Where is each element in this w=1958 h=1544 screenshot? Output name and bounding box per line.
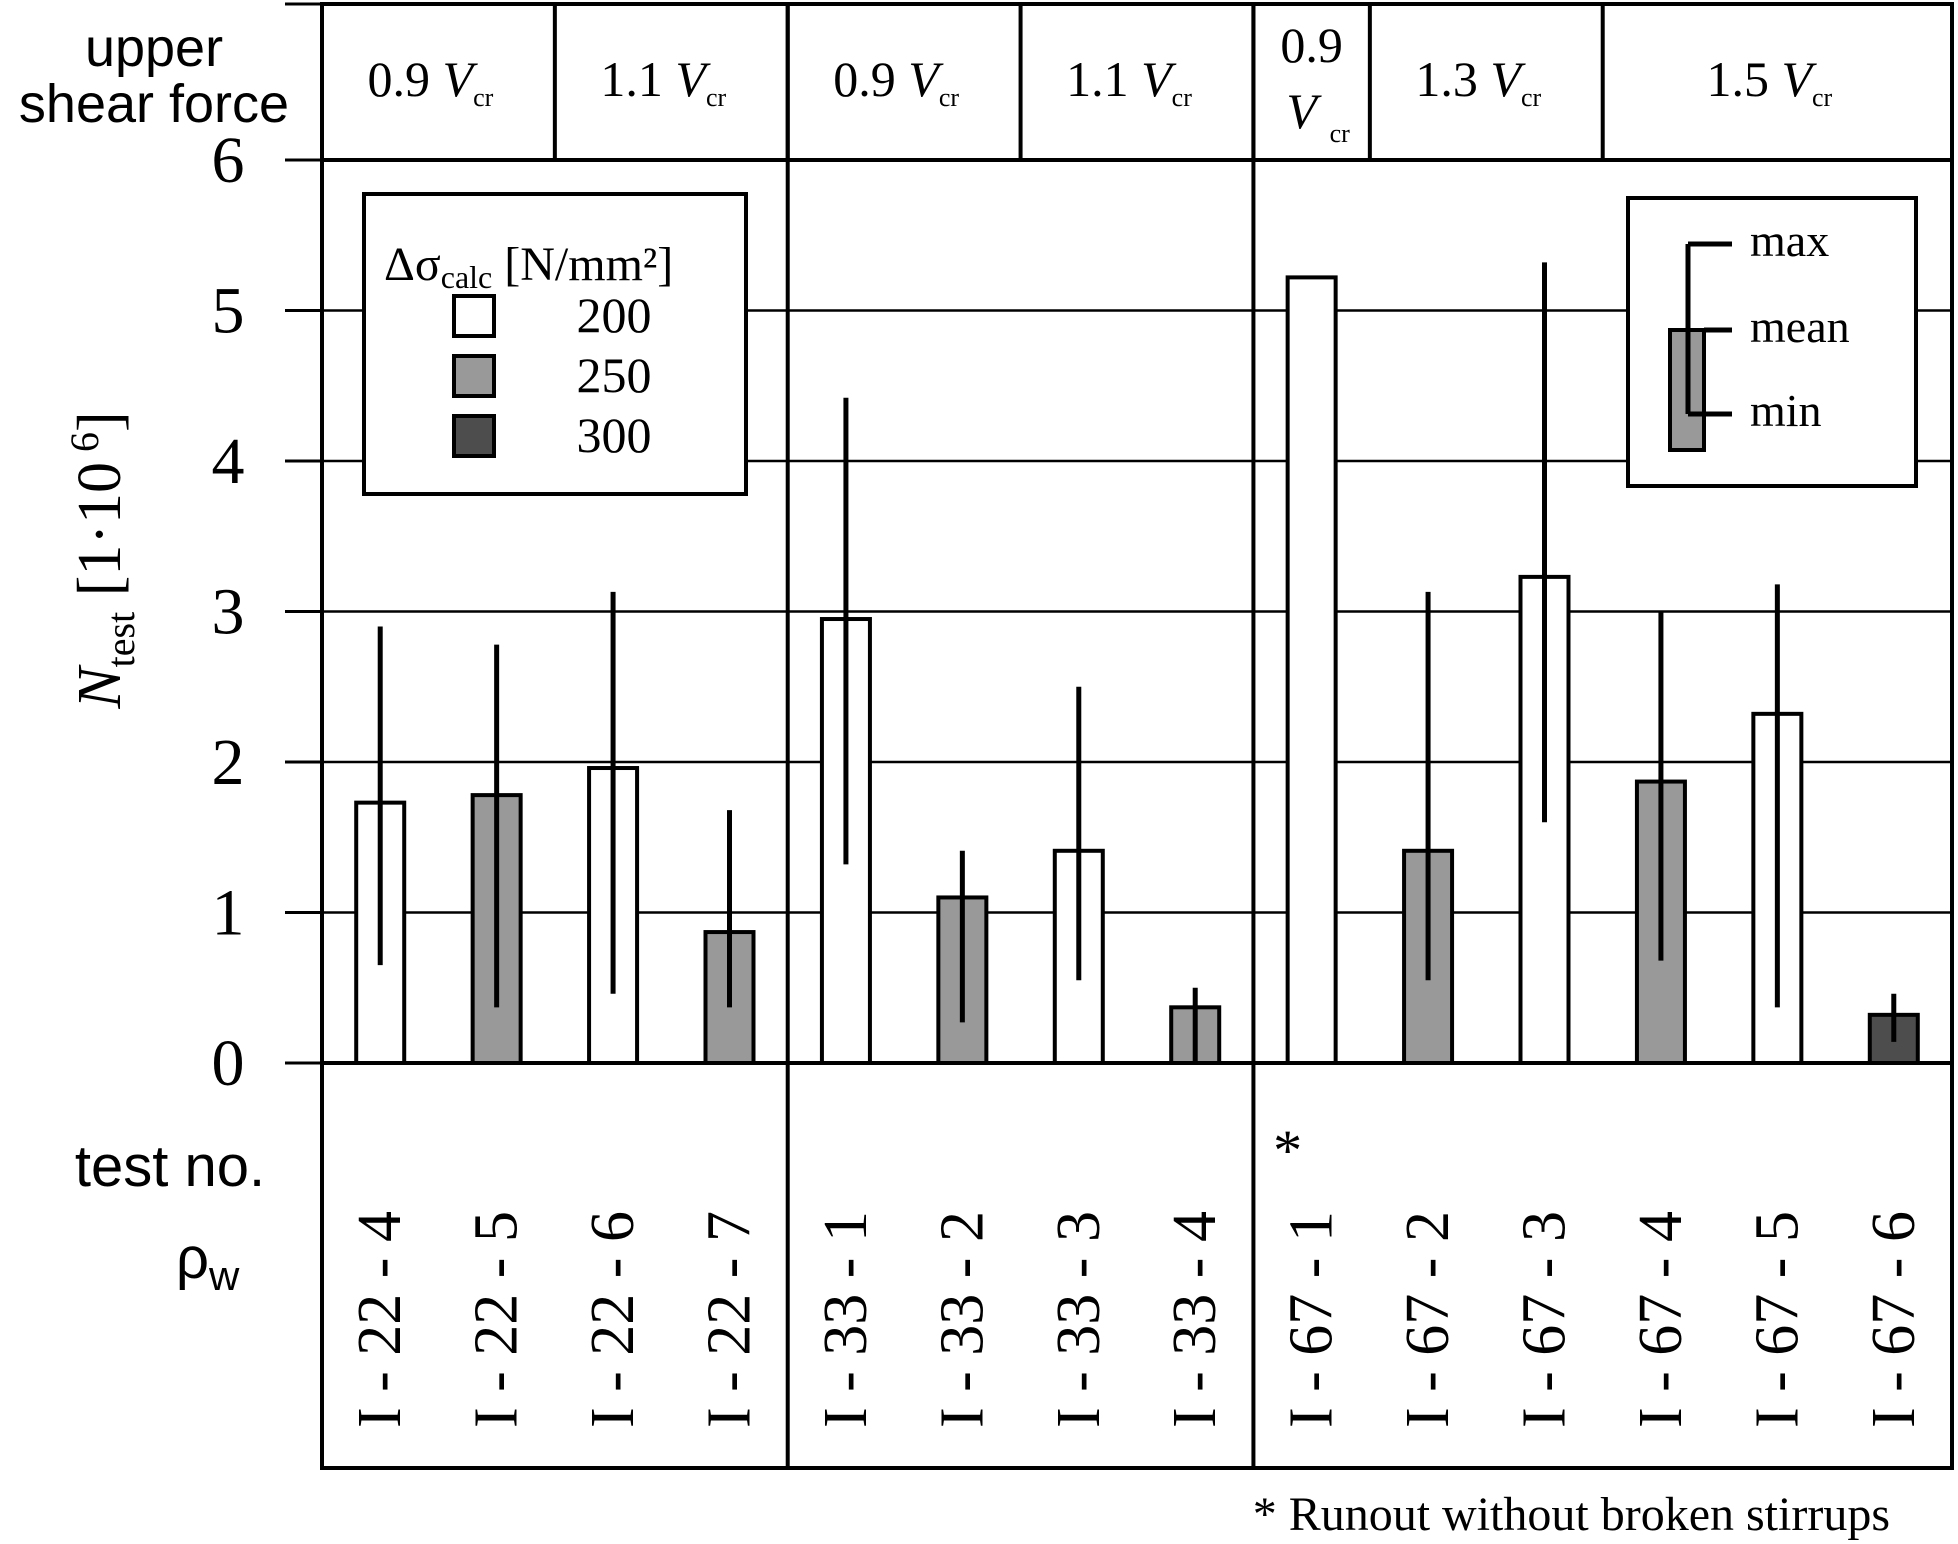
category-label-8: I - 67 - 1 [1278,1211,1346,1428]
header-label-line2: shear force [19,74,289,134]
y-tick-label-4: 4 [212,425,245,498]
stress-legend-swatch-250 [452,354,496,398]
shear-label-2: 0.9 Vcr [833,51,959,112]
shear-v-4: V [1286,83,1322,139]
range-legend-mean-label: mean [1750,301,1850,352]
stress-legend-swatch-200 [452,294,496,338]
stress-legend-swatch-300 [452,414,496,458]
category-label-5: I - 33 - 2 [928,1211,996,1428]
header-label-line1: upper [85,18,223,78]
category-label-6: I - 33 - 3 [1045,1211,1113,1428]
shear-label-0: 0.9 Vcr [368,51,494,112]
stress-legend-label-250: 250 [577,347,652,403]
range-legend-max-label: max [1750,215,1829,266]
category-label-0: I - 22 - 4 [346,1211,414,1428]
category-label-3: I - 22 - 7 [696,1211,764,1428]
outer-frame [320,2,1954,1470]
category-label-2: I - 22 - 6 [579,1211,647,1428]
bar-8 [1285,275,1338,1065]
text-layer: 0 1 2 3 4 5 6 Ntest [1·10 6] 0.9 Vcr 1.1 Vcr 0.9 V… [19,17,1928,1541]
category-label-4: I - 33 - 1 [812,1211,880,1428]
shear-label-1: 1.1 Vcr [600,51,726,112]
y-tick-label-1: 1 [212,877,245,950]
stress-legend-box [362,192,748,496]
shear-sub-4: cr [1330,119,1351,148]
row-label-test-no: test no. [75,1134,265,1199]
range-legend-min-label: min [1750,385,1822,436]
row-label-rho: ρw [176,1226,240,1299]
bars-layer [354,262,1920,1066]
shear-label-4: 0.9 [1280,17,1343,73]
y-tick-label-3: 3 [212,576,245,649]
shear-label-3: 1.1 Vcr [1066,51,1192,112]
category-label-9: I - 67 - 2 [1394,1211,1462,1428]
stress-legend-title: Δσcalc [N/mm²] [384,238,673,295]
runout-marker: * [1273,1118,1302,1183]
shear-label-6: 1.5 Vcr [1706,51,1832,112]
category-label-11: I - 67 - 4 [1627,1211,1695,1428]
frame-layer [285,2,1954,1470]
category-label-1: I - 22 - 5 [463,1211,531,1428]
shear-label-5: 1.3 Vcr [1415,51,1541,112]
y-tick-label-0: 0 [212,1027,245,1100]
category-label-10: I - 67 - 3 [1511,1211,1579,1428]
category-label-13: I - 67 - 6 [1860,1211,1928,1428]
category-label-7: I - 33 - 4 [1161,1211,1229,1428]
y-tick-label-5: 5 [212,275,245,348]
y-tick-label-6: 6 [212,124,245,197]
footnote: * Runout without broken stirrups [1253,1488,1890,1541]
y-tick-label-2: 2 [212,726,245,799]
category-label-12: I - 67 - 5 [1743,1211,1811,1428]
stress-legend-label-300: 300 [577,407,652,463]
stress-legend-label-200: 200 [577,287,652,343]
y-axis-label: Ntest [1·10 6] [62,411,143,709]
